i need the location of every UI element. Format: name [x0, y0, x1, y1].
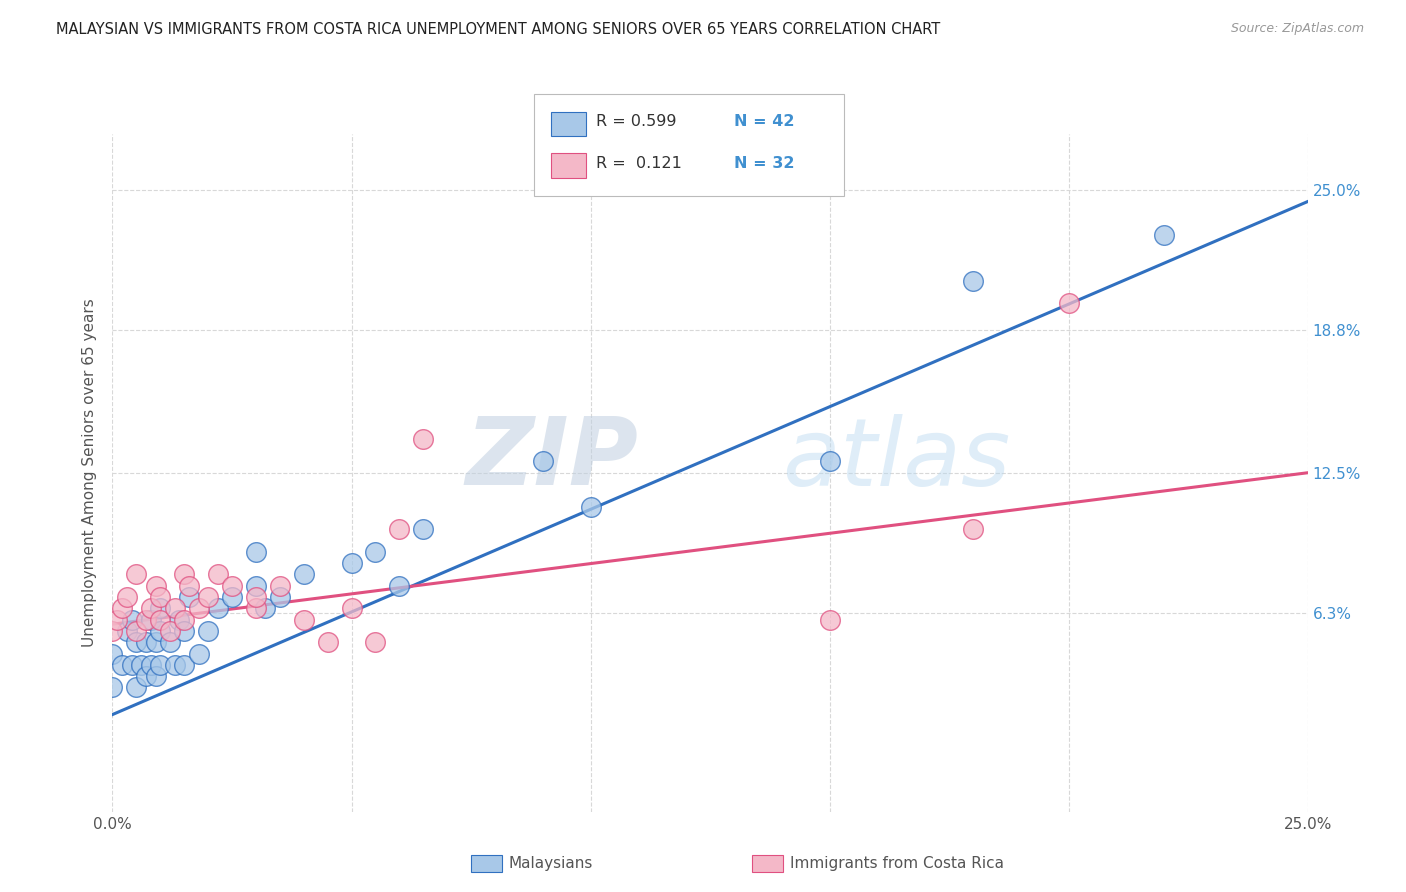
- Point: [105, 613, 128, 627]
- Point: [1057, 296, 1080, 310]
- Point: [163, 657, 186, 672]
- Point: [221, 579, 243, 593]
- Point: [177, 590, 200, 604]
- Point: [531, 454, 554, 468]
- Point: [962, 274, 984, 288]
- Point: [364, 545, 387, 559]
- Point: [187, 601, 209, 615]
- Point: [197, 590, 219, 604]
- Point: [125, 567, 148, 582]
- Point: [412, 522, 434, 536]
- Point: [207, 601, 229, 615]
- Point: [197, 624, 219, 638]
- Point: [149, 613, 172, 627]
- Point: [173, 624, 195, 638]
- Point: [125, 624, 148, 638]
- Point: [388, 522, 411, 536]
- Point: [245, 579, 267, 593]
- Point: [145, 635, 167, 649]
- Point: [579, 500, 602, 514]
- Point: [364, 635, 387, 649]
- Point: [125, 635, 148, 649]
- Point: [159, 635, 181, 649]
- Point: [149, 657, 172, 672]
- Text: Malaysians: Malaysians: [509, 856, 593, 871]
- Point: [149, 624, 172, 638]
- Point: [115, 590, 138, 604]
- Point: [121, 613, 143, 627]
- Text: N = 32: N = 32: [734, 156, 794, 170]
- Text: atlas: atlas: [782, 414, 1010, 505]
- Point: [269, 579, 291, 593]
- Point: [173, 613, 195, 627]
- Point: [149, 601, 172, 615]
- Point: [292, 567, 315, 582]
- Point: [818, 613, 841, 627]
- Text: MALAYSIAN VS IMMIGRANTS FROM COSTA RICA UNEMPLOYMENT AMONG SENIORS OVER 65 YEARS: MALAYSIAN VS IMMIGRANTS FROM COSTA RICA …: [56, 22, 941, 37]
- Text: Immigrants from Costa Rica: Immigrants from Costa Rica: [790, 856, 1004, 871]
- Point: [245, 601, 267, 615]
- Text: R = 0.599: R = 0.599: [596, 114, 676, 128]
- Text: ZIP: ZIP: [465, 413, 638, 505]
- Point: [187, 647, 209, 661]
- Point: [245, 590, 267, 604]
- Point: [173, 567, 195, 582]
- Point: [139, 601, 162, 615]
- Point: [101, 624, 124, 638]
- Point: [962, 522, 984, 536]
- Point: [145, 669, 167, 683]
- Point: [159, 624, 181, 638]
- Point: [101, 647, 124, 661]
- Point: [139, 657, 162, 672]
- Point: [292, 613, 315, 627]
- Point: [129, 657, 152, 672]
- Point: [125, 681, 148, 695]
- Point: [115, 624, 138, 638]
- Text: N = 42: N = 42: [734, 114, 794, 128]
- Point: [340, 556, 363, 570]
- Text: R =  0.121: R = 0.121: [596, 156, 682, 170]
- Point: [135, 669, 157, 683]
- Point: [121, 657, 143, 672]
- Point: [135, 635, 157, 649]
- Point: [135, 613, 157, 627]
- Point: [818, 454, 841, 468]
- Point: [207, 567, 229, 582]
- Y-axis label: Unemployment Among Seniors over 65 years: Unemployment Among Seniors over 65 years: [82, 299, 97, 647]
- Point: [245, 545, 267, 559]
- Point: [1153, 228, 1175, 243]
- Point: [163, 601, 186, 615]
- Point: [111, 657, 134, 672]
- Point: [388, 579, 411, 593]
- Point: [139, 613, 162, 627]
- Point: [269, 590, 291, 604]
- Point: [149, 590, 172, 604]
- Point: [111, 601, 134, 615]
- Point: [412, 432, 434, 446]
- Point: [177, 579, 200, 593]
- Point: [221, 590, 243, 604]
- Point: [101, 681, 124, 695]
- Point: [340, 601, 363, 615]
- Text: Source: ZipAtlas.com: Source: ZipAtlas.com: [1230, 22, 1364, 36]
- Point: [145, 579, 167, 593]
- Point: [316, 635, 339, 649]
- Point: [254, 601, 277, 615]
- Point: [173, 657, 195, 672]
- Point: [169, 613, 191, 627]
